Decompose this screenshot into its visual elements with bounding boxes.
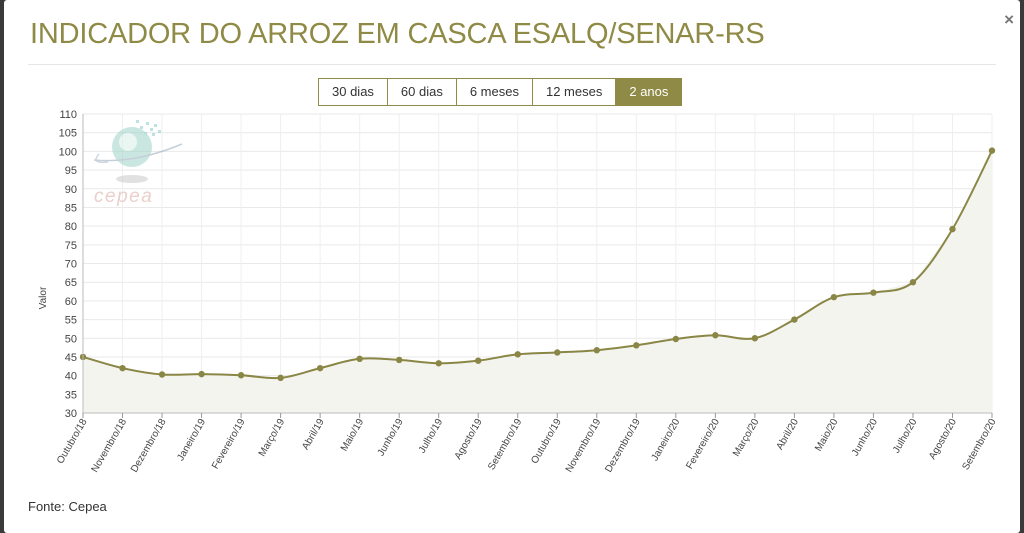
x-tick-label: Agosto/19 <box>453 417 485 462</box>
data-point <box>791 316 798 323</box>
data-point <box>712 332 719 339</box>
data-point <box>475 357 482 364</box>
y-tick-label: 80 <box>65 221 77 233</box>
x-tick-label: Maio/19 <box>339 417 367 454</box>
data-point <box>514 351 521 358</box>
x-tick-label: Abril/19 <box>300 417 327 452</box>
data-point <box>356 355 363 363</box>
y-tick-label: 95 <box>65 165 77 177</box>
y-tick-label: 40 <box>65 371 77 383</box>
data-point <box>909 278 917 286</box>
y-tick-label: 105 <box>59 128 77 140</box>
x-tick-label: Julho/20 <box>891 417 920 456</box>
y-tick-label: 50 <box>65 333 77 345</box>
y-tick-label: 90 <box>65 184 77 196</box>
y-tick-label: 110 <box>59 109 77 121</box>
y-tick-label: 75 <box>65 240 77 252</box>
x-tick-label: Maio/20 <box>813 417 841 454</box>
page-title: INDICADOR DO ARROZ EM CASCA ESALQ/SENAR-… <box>30 18 765 50</box>
data-point <box>316 364 324 372</box>
y-tick-label: 65 <box>65 277 77 289</box>
x-tick-label: Outubro/19 <box>529 417 564 466</box>
data-point <box>237 372 245 379</box>
data-point <box>870 289 877 296</box>
y-tick-label: 70 <box>65 259 77 271</box>
data-point <box>277 374 284 382</box>
x-tick-label: Abril/20 <box>775 417 802 452</box>
y-tick-label: 85 <box>65 202 77 214</box>
price-chart: 30 35 40 45 50 55 60 65 70 75 80 85 90 95 100 105 110 cep… <box>38 109 999 475</box>
x-tick-label: Setembro/19 <box>486 417 524 472</box>
range-selector: 30 dias 60 dias 6 meses 12 meses 2 anos <box>318 78 683 106</box>
data-point <box>158 371 166 378</box>
cepea-logo: cepea <box>93 120 183 207</box>
source-note: Fonte: Cepea <box>28 499 107 514</box>
range-6-months-button[interactable]: 6 meses <box>455 78 533 106</box>
x-tick-label: Março/19 <box>257 417 288 459</box>
svg-text:cepea: cepea <box>94 186 153 207</box>
data-point <box>751 335 759 342</box>
range-2-years-button[interactable]: 2 anos <box>615 78 683 106</box>
x-tick-label: Junho/20 <box>850 417 880 459</box>
y-tick-label: 35 <box>65 389 77 401</box>
x-tick-label: Dezembro/19 <box>603 417 643 475</box>
data-point <box>672 335 680 343</box>
x-tick-label: Março/20 <box>731 417 762 459</box>
x-tick-label: Fevereiro/20 <box>684 417 722 471</box>
x-tick-label: Novembro/19 <box>564 417 604 475</box>
y-tick-label: 55 <box>65 315 77 327</box>
data-point <box>593 347 600 354</box>
y-tick-label: 60 <box>65 296 77 308</box>
data-point <box>830 293 838 301</box>
series-area <box>83 150 992 413</box>
x-tick-label: Novembro/18 <box>90 417 130 475</box>
x-tick-label: Setembro/20 <box>960 417 998 472</box>
title-divider <box>28 64 996 65</box>
data-point <box>119 364 126 372</box>
x-tick-label: Outubro/18 <box>55 417 90 466</box>
data-point <box>554 349 561 356</box>
x-tick-label: Junho/19 <box>376 417 406 459</box>
range-60-days-button[interactable]: 60 dias <box>386 78 457 106</box>
chart-modal: INDICADOR DO ARROZ EM CASCA ESALQ/SENAR-… <box>4 0 1020 533</box>
x-tick-label: Dezembro/18 <box>129 417 169 475</box>
y-tick-label: 45 <box>65 352 77 364</box>
data-point <box>198 370 205 378</box>
x-tick-label: Janeiro/20 <box>650 417 683 463</box>
x-tick-label: Julho/19 <box>417 417 446 456</box>
close-icon[interactable]: × <box>1004 10 1014 29</box>
x-tick-label: Agosto/20 <box>927 417 959 462</box>
x-tick-label: Janeiro/19 <box>175 417 208 463</box>
y-axis-title: Valor <box>38 286 49 309</box>
x-tick-label: Fevereiro/19 <box>210 417 248 471</box>
data-point <box>435 360 442 367</box>
data-point <box>395 356 403 364</box>
range-30-days-button[interactable]: 30 dias <box>318 78 388 106</box>
data-point <box>949 225 956 233</box>
data-point <box>633 342 640 349</box>
y-tick-label: 30 <box>65 408 77 420</box>
y-tick-label: 100 <box>59 146 77 158</box>
data-point <box>988 147 996 154</box>
range-12-months-button[interactable]: 12 meses <box>531 78 617 106</box>
